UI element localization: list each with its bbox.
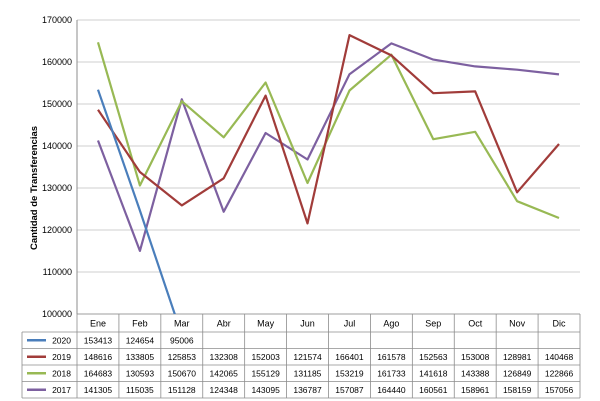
table-cell: 124348 bbox=[210, 385, 239, 395]
table-cell: 136787 bbox=[293, 385, 322, 395]
table-cell: 143095 bbox=[251, 385, 280, 395]
x-tick-label: Jun bbox=[300, 319, 315, 329]
table-cell: 122866 bbox=[545, 368, 574, 378]
table-cell: 148616 bbox=[84, 352, 113, 362]
table-cell: 141618 bbox=[419, 368, 448, 378]
y-tick-label: 130000 bbox=[42, 183, 72, 193]
legend-label: 2020 bbox=[52, 335, 71, 345]
table-cell: 142065 bbox=[210, 368, 239, 378]
table-cell: 164440 bbox=[377, 385, 406, 395]
x-tick-label: May bbox=[257, 319, 275, 329]
table-cell: 95006 bbox=[170, 335, 194, 345]
table-cell: 160561 bbox=[419, 385, 448, 395]
x-tick-label: Ago bbox=[383, 319, 399, 329]
series-layer bbox=[96, 34, 560, 314]
table-cell: 121574 bbox=[293, 352, 322, 362]
y-tick-label: 100000 bbox=[42, 309, 72, 319]
table-cell: 115035 bbox=[126, 385, 154, 395]
y-tick-label: 120000 bbox=[42, 225, 72, 235]
table-cell: 153008 bbox=[461, 352, 490, 362]
grid-layer bbox=[76, 19, 580, 315]
table-cell: 158159 bbox=[503, 385, 532, 395]
series-line-2017 bbox=[96, 42, 560, 252]
table-cell: 130593 bbox=[126, 368, 155, 378]
table-cell: 125853 bbox=[168, 352, 197, 362]
table-cell: 153413 bbox=[84, 335, 113, 345]
x-tick-label: Abr bbox=[217, 319, 231, 329]
table-cell: 143388 bbox=[461, 368, 490, 378]
table-cell: 161578 bbox=[377, 352, 406, 362]
table-cell: 133805 bbox=[126, 352, 155, 362]
data-table: Ene Feb Mar Abr May Jun Jul Ago Sep Oct Nov Dic 2020… bbox=[21, 313, 581, 399]
table-cell: 124654 bbox=[126, 335, 155, 345]
y-tick-label: 170000 bbox=[42, 15, 72, 25]
table-cell: 152003 bbox=[251, 352, 280, 362]
y-tick-label: 140000 bbox=[42, 141, 72, 151]
x-tick-label: Feb bbox=[132, 319, 148, 329]
table-cell: 153219 bbox=[335, 368, 364, 378]
series-line-2020 bbox=[96, 89, 176, 314]
table-cell: 128981 bbox=[503, 352, 532, 362]
y-tick-label: 110000 bbox=[43, 267, 72, 277]
x-tick-label: Ene bbox=[90, 319, 106, 329]
series-line-2019 bbox=[97, 34, 560, 225]
table-cell: 151128 bbox=[168, 385, 196, 395]
table-cell: 126849 bbox=[503, 368, 532, 378]
y-tick-label: 150000 bbox=[42, 99, 72, 109]
x-tick-label: Mar bbox=[174, 319, 190, 329]
y-axis-ticks: 100000 110000 120000 130000 140000 150000 1600… bbox=[42, 15, 72, 319]
table-cell: 140468 bbox=[545, 352, 574, 362]
table-cell: 157087 bbox=[335, 385, 364, 395]
x-tick-label: Nov bbox=[509, 319, 526, 329]
table-cell: 157056 bbox=[545, 385, 574, 395]
table-cell: 161733 bbox=[377, 368, 406, 378]
table-cell: 150670 bbox=[168, 368, 197, 378]
table-cell: 155129 bbox=[251, 368, 280, 378]
table-cell: 131185 bbox=[294, 368, 322, 378]
table-cell: 141305 bbox=[84, 385, 113, 395]
legend-label: 2017 bbox=[52, 385, 71, 395]
table-cell: 152563 bbox=[419, 352, 448, 362]
legend-label: 2019 bbox=[52, 352, 71, 362]
x-tick-label: Dic bbox=[553, 319, 566, 329]
table-cell: 132308 bbox=[210, 352, 239, 362]
x-tick-label: Oct bbox=[468, 319, 483, 329]
table-cell: 158961 bbox=[461, 385, 490, 395]
table-cell: 166401 bbox=[335, 352, 364, 362]
legend-label: 2018 bbox=[52, 368, 71, 378]
table-cell: 164683 bbox=[84, 368, 113, 378]
x-tick-label: Sep bbox=[425, 319, 441, 329]
x-tick-label: Jul bbox=[344, 319, 356, 329]
y-tick-label: 160000 bbox=[42, 57, 72, 67]
y-axis-label: Cantidad de Transferencias bbox=[29, 126, 40, 250]
series-line-2018 bbox=[96, 41, 560, 220]
